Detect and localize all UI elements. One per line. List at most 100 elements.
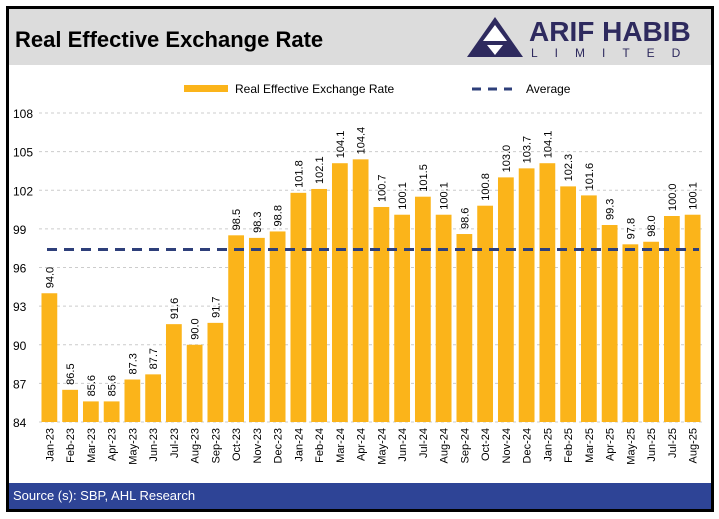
x-tick-label: Mar-25 bbox=[584, 428, 596, 463]
bar bbox=[373, 206, 390, 422]
bar bbox=[684, 214, 701, 422]
data-label: 94.0 bbox=[44, 267, 56, 288]
x-tick-label: Jun-25 bbox=[646, 428, 658, 462]
bar bbox=[622, 244, 639, 422]
header: Real Effective Exchange Rate ARIF HABIB … bbox=[9, 9, 711, 65]
bar bbox=[560, 186, 577, 422]
y-tick-label: 96 bbox=[13, 262, 27, 276]
y-tick-label: 87 bbox=[13, 377, 27, 391]
bar bbox=[352, 159, 369, 422]
data-label: 102.3 bbox=[563, 154, 575, 182]
x-tick-label: Mar-24 bbox=[335, 428, 347, 463]
bar bbox=[518, 168, 535, 422]
x-tick-label: Oct-24 bbox=[480, 428, 492, 461]
data-label: 85.6 bbox=[86, 375, 98, 396]
x-tick-label: Dec-23 bbox=[273, 428, 285, 463]
bar bbox=[394, 214, 411, 422]
bar bbox=[539, 163, 556, 422]
data-label: 91.6 bbox=[169, 298, 181, 319]
data-label: 100.7 bbox=[376, 174, 388, 202]
y-tick-label: 108 bbox=[13, 107, 33, 121]
bar bbox=[456, 234, 473, 422]
data-label: 100.8 bbox=[480, 173, 492, 201]
data-label: 100.1 bbox=[439, 182, 451, 210]
bar bbox=[124, 379, 141, 422]
data-label: 87.7 bbox=[148, 348, 160, 369]
bar bbox=[290, 192, 307, 422]
bar bbox=[435, 214, 452, 422]
x-tick-label: May-25 bbox=[625, 428, 637, 465]
x-tick-label: Aug-25 bbox=[688, 428, 700, 463]
bar bbox=[601, 225, 618, 422]
bar bbox=[580, 195, 597, 422]
bar bbox=[497, 177, 514, 422]
logo-text: ARIF HABIB bbox=[529, 16, 691, 47]
y-tick-label: 102 bbox=[13, 184, 33, 198]
bar bbox=[477, 205, 494, 422]
x-tick-label: Jul-25 bbox=[667, 428, 679, 458]
chart-title: Real Effective Exchange Rate bbox=[15, 27, 324, 52]
arif-habib-logo: ARIF HABIB LIMITED bbox=[467, 16, 697, 59]
x-tick-label: May-24 bbox=[376, 428, 388, 465]
x-tick-label: Jan-24 bbox=[293, 428, 305, 462]
bar-chart: Real Effective Exchange Rate Average 84 87 9… bbox=[13, 82, 703, 465]
x-tick-label: Jan-23 bbox=[44, 428, 56, 462]
x-tick-label: Jul-23 bbox=[169, 428, 181, 458]
legend-swatch-bar bbox=[184, 85, 228, 92]
x-tick-label: May-23 bbox=[127, 428, 139, 465]
data-label: 98.6 bbox=[459, 208, 471, 229]
x-tick-label: Jun-24 bbox=[397, 428, 409, 462]
x-tick-label: Apr-25 bbox=[605, 428, 617, 461]
data-label: 103.7 bbox=[522, 136, 534, 164]
y-tick-label: 105 bbox=[13, 146, 33, 160]
data-label: 104.1 bbox=[542, 131, 554, 159]
x-tick-label: Jan-25 bbox=[542, 428, 554, 462]
bar bbox=[186, 344, 203, 422]
bar bbox=[82, 401, 99, 422]
x-tick-label: Feb-24 bbox=[314, 428, 326, 463]
bar bbox=[643, 241, 660, 422]
legend-label-average: Average bbox=[526, 82, 571, 96]
x-tick-label: Sep-23 bbox=[210, 428, 222, 463]
bar bbox=[414, 196, 431, 422]
y-tick-label: 84 bbox=[13, 416, 27, 430]
data-label: 98.0 bbox=[646, 215, 658, 236]
x-tick-label: Feb-23 bbox=[65, 428, 77, 463]
bar bbox=[228, 235, 245, 422]
x-tick-label: Dec-24 bbox=[522, 428, 534, 463]
logo-subtext: LIMITED bbox=[531, 46, 697, 59]
data-label: 104.1 bbox=[335, 131, 347, 159]
data-label: 103.0 bbox=[501, 145, 513, 173]
y-tick-label: 99 bbox=[13, 223, 27, 237]
bar bbox=[269, 231, 286, 422]
data-label: 98.8 bbox=[273, 205, 285, 226]
x-tick-label: Apr-23 bbox=[107, 428, 119, 461]
data-label: 104.4 bbox=[356, 127, 368, 155]
data-label: 97.8 bbox=[625, 218, 637, 239]
data-label: 86.5 bbox=[65, 363, 77, 384]
x-tick-label: Apr-24 bbox=[356, 428, 368, 461]
bar bbox=[41, 293, 58, 422]
data-label: 85.6 bbox=[107, 375, 119, 396]
data-label: 101.6 bbox=[584, 163, 596, 191]
bar bbox=[145, 374, 162, 422]
x-tick-label: Nov-23 bbox=[252, 428, 264, 463]
y-tick-label: 90 bbox=[13, 339, 27, 353]
data-label: 99.3 bbox=[605, 199, 617, 220]
x-tick-label: Aug-23 bbox=[190, 428, 202, 463]
bar bbox=[663, 216, 680, 422]
legend-label-bar: Real Effective Exchange Rate bbox=[235, 82, 395, 96]
bar bbox=[165, 324, 182, 422]
data-label: 98.5 bbox=[231, 209, 243, 230]
source-footer: Source (s): SBP, AHL Research bbox=[9, 483, 711, 509]
bar bbox=[62, 389, 79, 422]
data-label: 98.3 bbox=[252, 211, 264, 232]
data-label: 100.0 bbox=[667, 183, 679, 211]
bar bbox=[331, 163, 348, 422]
y-tick-label: 93 bbox=[13, 300, 27, 314]
x-tick-label: Nov-24 bbox=[501, 428, 513, 463]
x-tick-label: Aug-24 bbox=[439, 428, 451, 463]
x-tick-label: Mar-23 bbox=[86, 428, 98, 463]
data-label: 101.8 bbox=[293, 160, 305, 188]
x-tick-label: Jul-24 bbox=[418, 428, 430, 458]
